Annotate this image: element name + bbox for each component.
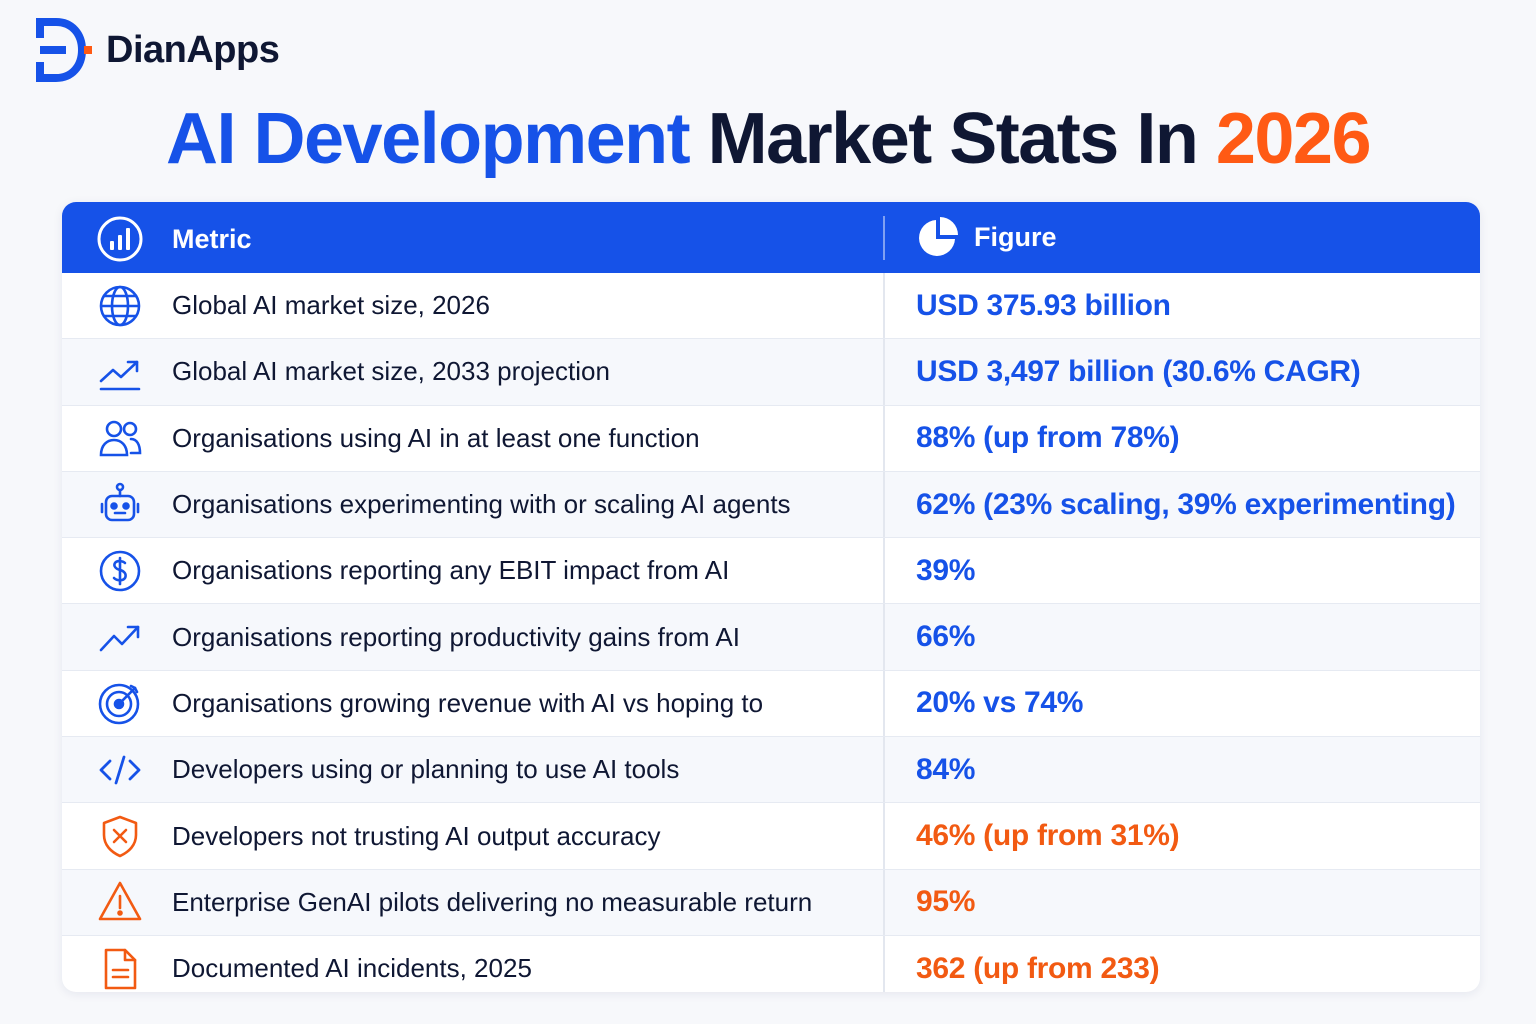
code-icon [96, 746, 144, 794]
table-row: Enterprise GenAI pilots delivering no me… [62, 869, 1480, 936]
dianapps-logo-icon [36, 18, 92, 82]
figure-value: 62% (23% scaling, 39% experimenting) [916, 487, 1456, 521]
metric-label: Organisations reporting any EBIT impact … [172, 555, 730, 586]
figure-value: 20% vs 74% [916, 686, 1084, 720]
metric-label: Developers using or planning to use AI t… [172, 754, 680, 785]
dollar-icon [96, 547, 144, 595]
metric-label: Organisations reporting productivity gai… [172, 621, 740, 652]
title-part-2: Market Stats In [707, 99, 1199, 179]
globe-icon [96, 282, 144, 330]
figure-value: 84% [916, 752, 976, 786]
figure-value: USD 375.93 billion [916, 288, 1171, 322]
figure-value: 46% (up from 31%) [916, 819, 1180, 853]
table-row: Organisations growing revenue with AI vs… [62, 670, 1480, 738]
stats-table: Metric Figure Global AI market size, 202… [62, 202, 1480, 992]
shield-x-icon [96, 812, 144, 860]
figure-header-label: Figure [974, 221, 1057, 252]
figure-value: 66% [916, 620, 976, 654]
table-row: Global AI market size, 2033 projection U… [62, 339, 1480, 406]
table-row: Documented AI incidents, 2025 362 (up fr… [62, 935, 1480, 992]
column-divider [883, 803, 885, 869]
column-divider [883, 604, 885, 670]
metric-label: Enterprise GenAI pilots delivering no me… [172, 886, 813, 917]
figure-value: 39% [916, 553, 976, 587]
table-row: Developers not trusting AI output accura… [62, 803, 1480, 870]
column-divider [883, 869, 885, 935]
pie-chart-icon [919, 217, 958, 256]
title-part-1: AI Development [166, 99, 691, 179]
table-row: Developers using or planning to use AI t… [62, 737, 1480, 804]
figure-value: USD 3,497 billion (30.6% CAGR) [916, 354, 1361, 388]
table-row: Organisations reporting any EBIT impact … [62, 538, 1480, 605]
column-divider [883, 538, 885, 604]
column-divider [883, 670, 885, 737]
table-header: Metric Figure [62, 202, 1480, 273]
metric-header-label: Metric [172, 223, 252, 254]
metric-label: Organisations growing revenue with AI vs… [172, 687, 764, 718]
trend-up-icon [96, 613, 144, 661]
metric-label: Organisations experimenting with or scal… [172, 489, 791, 520]
metric-label: Documented AI incidents, 2025 [172, 953, 532, 984]
metric-label: Global AI market size, 2033 projection [172, 356, 610, 387]
figure-column-header: Figure [916, 215, 1057, 259]
table-row: Organisations using AI in at least one f… [62, 405, 1480, 472]
users-icon [96, 414, 144, 462]
table-body: Global AI market size, 2026 USD 375.93 b… [62, 273, 1480, 992]
column-divider [883, 471, 885, 538]
column-divider [883, 339, 885, 405]
robot-icon [96, 481, 144, 529]
table-row: Organisations reporting productivity gai… [62, 604, 1480, 671]
column-divider [883, 935, 885, 992]
metric-label: Developers not trusting AI output accura… [172, 820, 661, 851]
figure-value: 362 (up from 233) [916, 951, 1160, 985]
bar-chart-icon [97, 216, 143, 262]
brand-logo: DianApps [34, 18, 280, 82]
document-icon [96, 945, 144, 992]
header-divider [883, 216, 885, 260]
trend-line-icon [96, 348, 144, 396]
title-year: 2026 [1215, 99, 1372, 179]
column-divider [883, 405, 885, 471]
brand-name: DianApps [106, 28, 280, 71]
metric-label: Global AI market size, 2026 [172, 290, 490, 321]
figure-value: 88% (up from 78%) [916, 421, 1180, 455]
column-divider [883, 737, 885, 803]
figure-value: 95% [916, 885, 976, 919]
table-row: Organisations experimenting with or scal… [62, 471, 1480, 539]
page-title: AI Development Market Stats In 2026 [0, 96, 1536, 182]
warning-icon [96, 878, 144, 926]
column-divider [883, 273, 885, 339]
metric-label: Organisations using AI in at least one f… [172, 422, 700, 453]
metric-column-header: Metric [96, 215, 252, 263]
table-row: Global AI market size, 2026 USD 375.93 b… [62, 273, 1480, 340]
target-icon [96, 679, 144, 727]
